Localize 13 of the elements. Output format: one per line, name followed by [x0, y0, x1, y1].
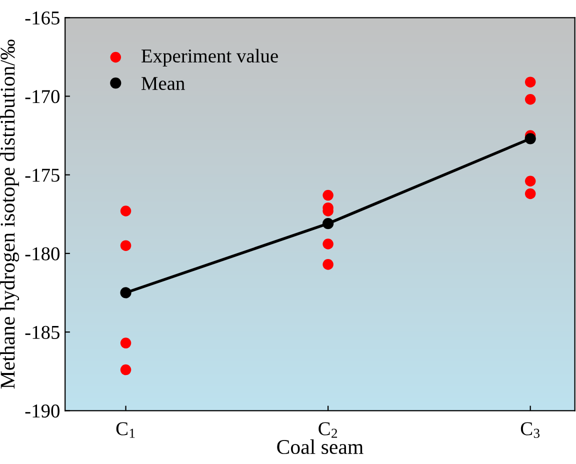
y-tick-label: -185	[25, 326, 60, 339]
y-tick-label: -175	[25, 168, 60, 182]
x-axis-title: Coal seam	[277, 439, 364, 454]
y-tick-label: -165	[25, 12, 60, 25]
x-tick-label: C$_{3}$	[520, 422, 540, 438]
y-axis-title: Methane hydrogen isotope distribution/‰	[0, 40, 20, 389]
legend-label: Mean	[141, 77, 185, 90]
x-tick-label: C$_{1}$	[116, 422, 135, 438]
y-tick-label: -180	[25, 247, 60, 260]
y-tick-label: -170	[25, 90, 60, 104]
legend-label: Experiment value	[141, 48, 278, 66]
y-tick-label: -190	[25, 404, 60, 418]
x-tick-label: C$_{2}$	[318, 422, 338, 438]
